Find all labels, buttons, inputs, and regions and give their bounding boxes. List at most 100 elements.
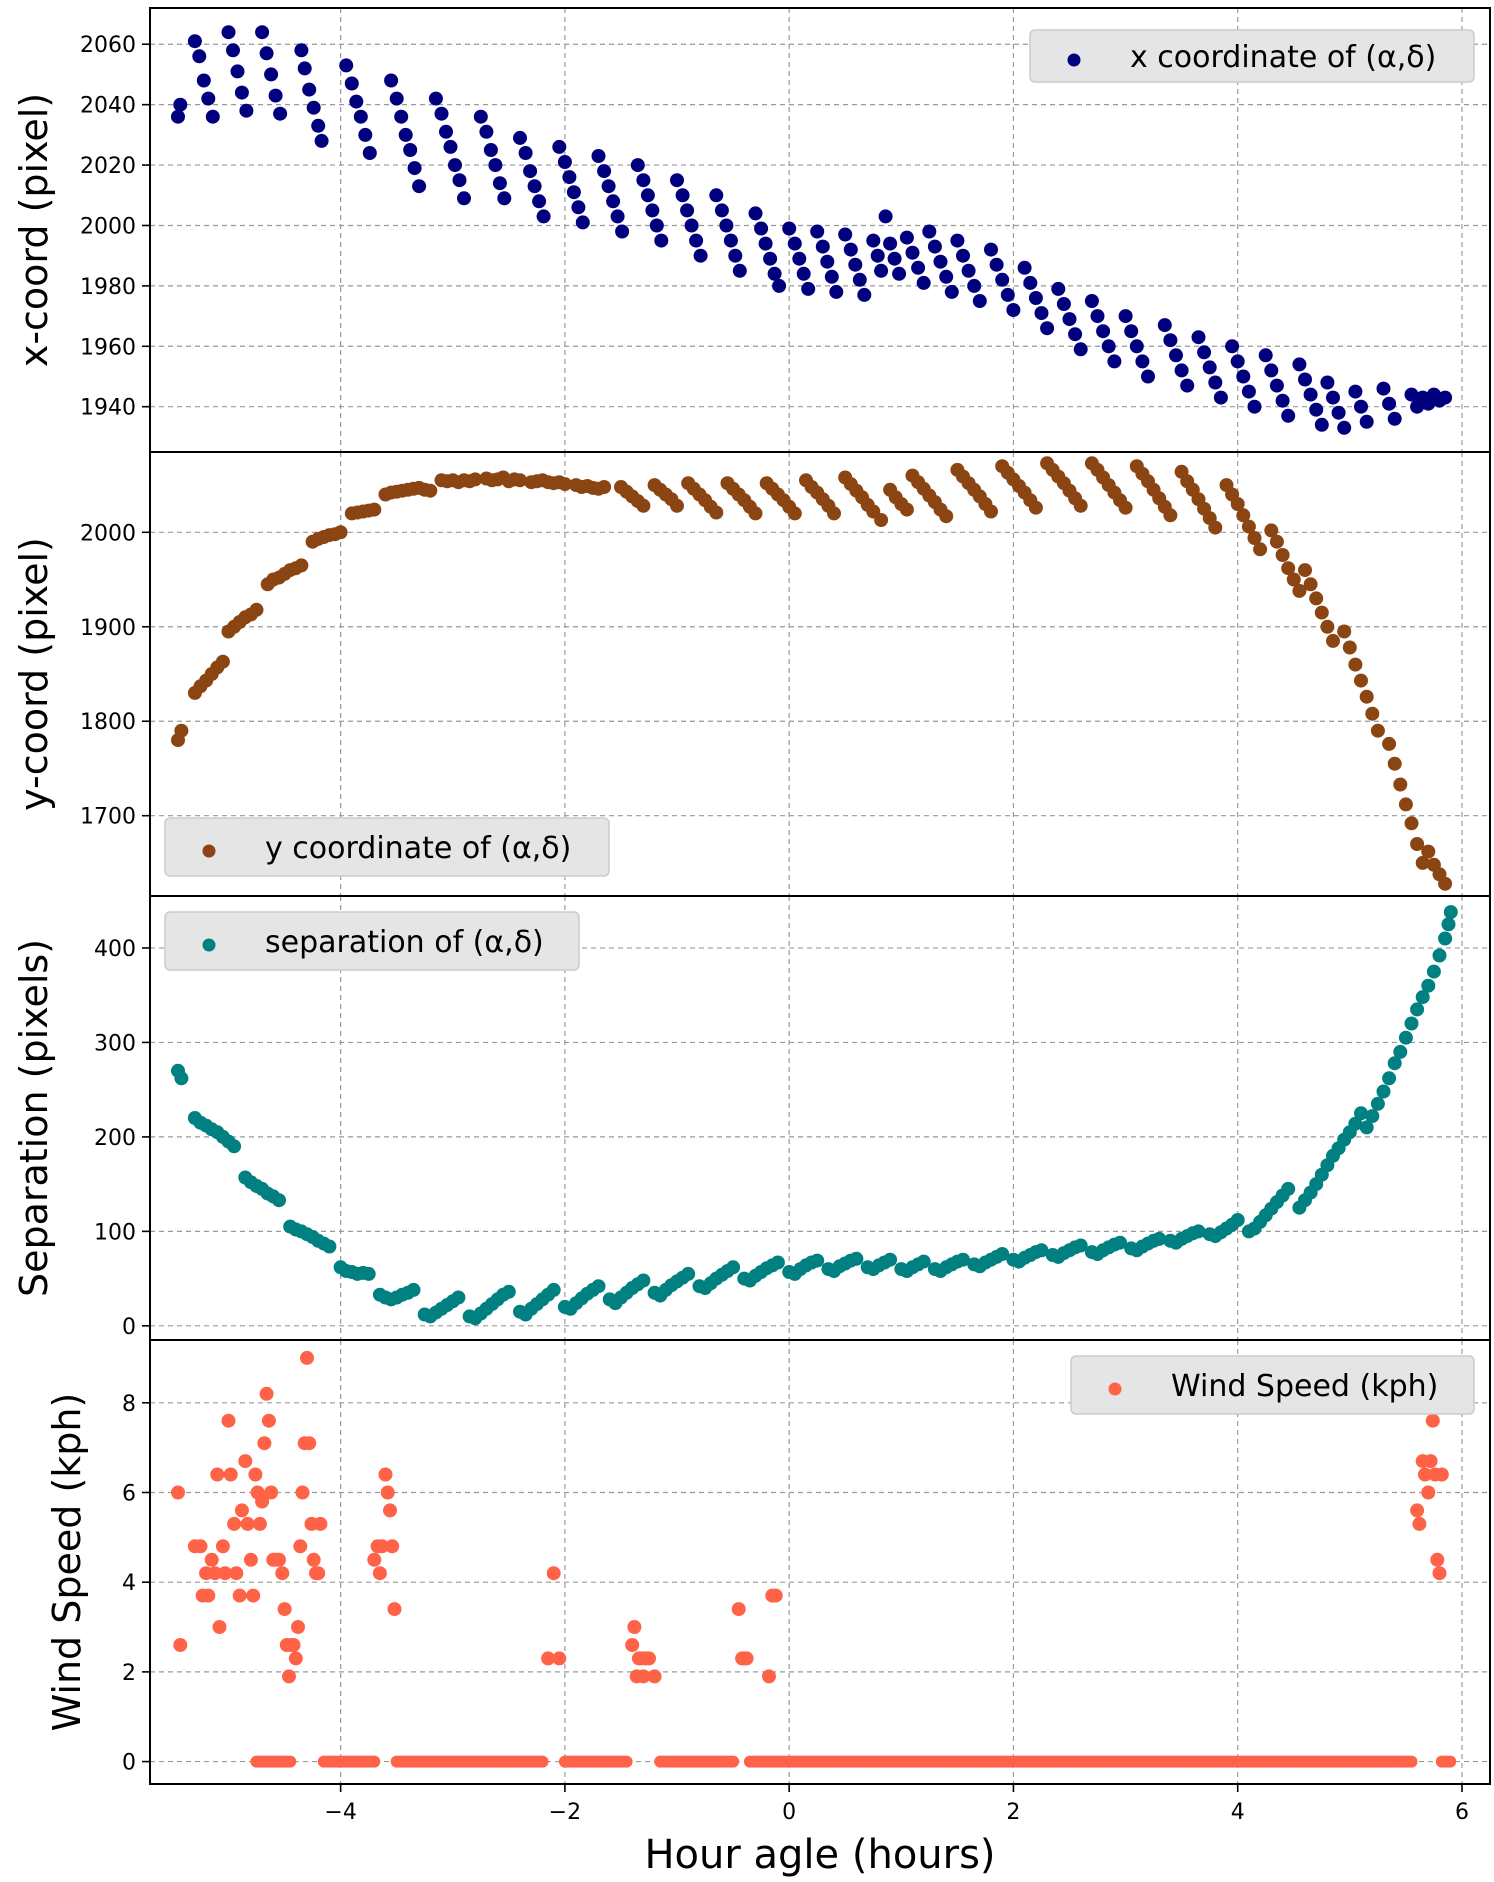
data-points <box>171 456 1453 891</box>
legend-box <box>1070 1355 1475 1415</box>
data-point <box>557 155 572 169</box>
data-point <box>492 176 507 191</box>
y-tick-label: 400 <box>94 937 136 962</box>
data-point <box>892 266 907 281</box>
data-point <box>272 1193 286 1208</box>
data-point <box>1253 542 1268 557</box>
data-point <box>333 525 348 540</box>
data-point <box>252 1516 267 1531</box>
data-point <box>852 272 867 287</box>
data-point <box>916 275 931 290</box>
data-point <box>1354 673 1368 688</box>
data-point <box>268 88 283 103</box>
data-point <box>368 1755 381 1768</box>
data-point <box>218 1566 233 1581</box>
y-axis-label: y-coord (pixel) <box>12 537 56 811</box>
data-point <box>1359 1120 1374 1135</box>
data-point <box>1359 689 1374 704</box>
data-point <box>950 233 965 248</box>
data-point <box>772 278 787 293</box>
data-point <box>571 200 586 215</box>
data-point <box>1073 342 1088 357</box>
data-point <box>1286 572 1301 587</box>
data-point <box>810 224 825 239</box>
y-tick-label: 2060 <box>80 33 136 58</box>
data-point <box>1354 1106 1368 1121</box>
data-point <box>1241 519 1256 534</box>
data-point <box>1068 327 1083 342</box>
data-point <box>670 173 684 188</box>
data-point <box>361 1266 376 1281</box>
data-point <box>294 558 309 573</box>
data-point <box>1376 381 1391 396</box>
data-point <box>615 224 630 239</box>
data-point <box>636 173 651 188</box>
data-point <box>899 502 914 517</box>
data-point <box>1247 399 1262 414</box>
legend-marker <box>202 844 216 858</box>
data-point <box>1292 357 1307 372</box>
data-point <box>1062 312 1077 327</box>
data-point <box>916 1254 931 1269</box>
data-point <box>452 173 467 188</box>
data-point <box>1236 369 1251 384</box>
data-point <box>792 251 807 266</box>
data-point <box>546 1566 561 1581</box>
data-point <box>922 224 937 239</box>
data-point <box>630 158 645 173</box>
data-point <box>606 194 621 209</box>
legend-label: separation of (α,δ) <box>265 925 544 960</box>
y-tick-label: 4 <box>122 1571 136 1596</box>
y-tick-label: 0 <box>122 1315 136 1340</box>
data-point <box>1438 390 1453 405</box>
data-point <box>1404 1016 1419 1031</box>
data-point <box>801 281 816 296</box>
data-point <box>1438 931 1453 946</box>
data-point <box>927 239 942 254</box>
data-point <box>1241 384 1256 399</box>
data-point <box>956 248 970 263</box>
x-tick-label: −2 <box>549 1800 581 1825</box>
data-point <box>1421 1485 1436 1500</box>
data-point <box>649 218 664 233</box>
data-point <box>293 1539 308 1554</box>
data-point <box>205 109 220 124</box>
legend-box <box>1029 29 1475 83</box>
data-point <box>719 218 734 233</box>
data-point <box>642 1651 656 1666</box>
data-point <box>398 127 413 142</box>
data-point <box>378 1467 393 1482</box>
data-point <box>654 233 669 248</box>
data-point <box>353 109 368 124</box>
data-point <box>1258 348 1273 363</box>
data-point <box>1387 411 1402 426</box>
data-point <box>1348 384 1363 399</box>
data-point <box>1208 520 1223 535</box>
data-point <box>680 203 695 218</box>
data-point <box>1230 497 1245 511</box>
data-point <box>824 269 839 284</box>
data-point <box>1425 1413 1440 1428</box>
data-point <box>513 130 527 145</box>
data-point <box>196 73 211 88</box>
data-points <box>171 1350 1457 1768</box>
data-point <box>523 164 538 179</box>
data-point <box>546 1282 561 1297</box>
data-point <box>1421 844 1436 859</box>
data-point <box>171 109 185 124</box>
data-point <box>1438 876 1453 891</box>
y-tick-label: 2000 <box>80 214 136 239</box>
data-point <box>1096 324 1111 339</box>
data-point <box>1169 348 1183 363</box>
data-point <box>232 1588 247 1603</box>
data-point <box>1281 408 1296 423</box>
data-point <box>723 233 738 248</box>
data-point <box>758 236 773 251</box>
data-point <box>1426 964 1441 979</box>
data-point <box>866 233 881 248</box>
y-tick-label: 8 <box>122 1392 136 1417</box>
data-point <box>473 109 488 124</box>
data-point <box>1197 345 1212 360</box>
y-tick-label: 1800 <box>80 710 136 735</box>
data-point <box>234 85 249 100</box>
